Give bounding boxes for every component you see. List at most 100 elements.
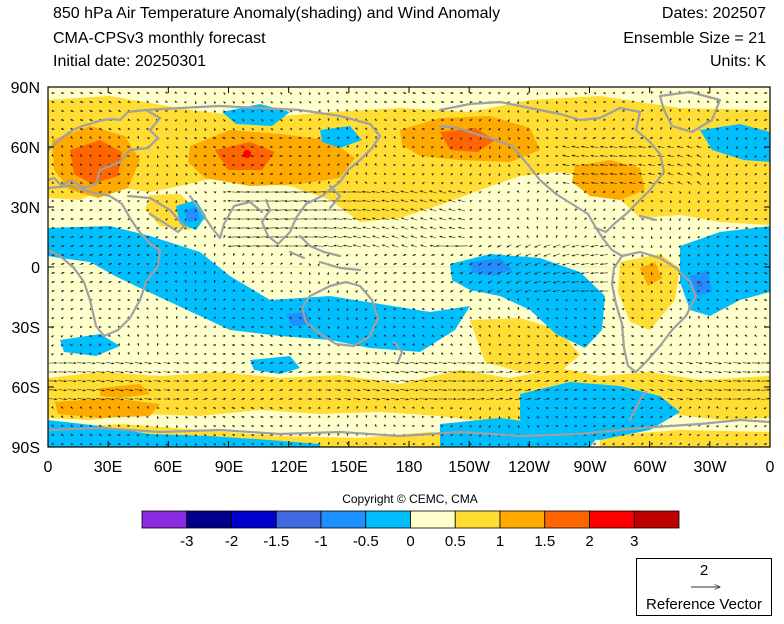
lon-label-30w: 30W (694, 459, 728, 476)
wind-vector (127, 118, 131, 121)
wind-vector (488, 110, 492, 113)
wind-vector (270, 128, 274, 131)
wind-vector (641, 109, 644, 112)
units-label: Units: K (709, 53, 766, 70)
wind-vector (60, 100, 65, 103)
wind-vector (620, 136, 625, 139)
wind-vector (317, 136, 321, 139)
colorbar-box-10 (544, 510, 590, 529)
wind-vector (51, 109, 55, 112)
wind-vector (146, 91, 150, 94)
lat-label-30s: 30S (12, 320, 40, 337)
wind-vector (478, 128, 482, 131)
wind-vector (98, 100, 103, 103)
wind-vector (250, 146, 255, 149)
colorbar-box-6 (365, 510, 411, 529)
map-title: 850 hPa Air Temperature Anomaly(shading)… (53, 5, 501, 22)
wind-vector (516, 119, 520, 123)
wind-vector (650, 127, 654, 130)
wind-vector (384, 118, 387, 121)
wind-vector (431, 91, 436, 94)
wind-vector (763, 137, 767, 140)
wind-vector (98, 109, 103, 112)
wind-vector (478, 119, 482, 122)
wind-vector (687, 109, 691, 112)
wind-vector (716, 91, 720, 94)
wind-vector (108, 100, 112, 103)
wind-vector (89, 127, 93, 130)
wind-vector (384, 109, 387, 112)
wind-vector (175, 146, 179, 149)
wind-vector (688, 136, 692, 139)
wind-vector (660, 117, 663, 121)
wind-vector (165, 91, 168, 94)
reference-vector-value: 2 (699, 562, 709, 579)
wind-vector (735, 128, 739, 131)
wind-vector (364, 127, 368, 130)
wind-vector (240, 137, 245, 140)
wind-vector (98, 135, 102, 139)
wind-vector (194, 110, 198, 114)
wind-vector (213, 110, 217, 114)
wind-vector (251, 110, 255, 113)
wind-vector (70, 136, 73, 139)
wind-vector (346, 145, 350, 148)
wind-vector (60, 127, 65, 130)
wind-vector (364, 109, 368, 112)
wind-vector (612, 118, 616, 121)
wind-vector (280, 101, 283, 104)
wind-vector (630, 136, 635, 139)
wind-vector (650, 118, 654, 121)
wind-vector (117, 135, 121, 139)
wind-vector (318, 118, 322, 121)
strong-warm-anomaly-areas (52, 116, 662, 418)
wind-vector (79, 100, 84, 103)
wind-vector (251, 92, 255, 95)
wind-vector (326, 100, 330, 103)
wind-vector (402, 91, 407, 94)
wind-vector (440, 100, 445, 103)
wind-vector (260, 119, 264, 122)
wind-vector (155, 91, 159, 94)
wind-vector (393, 109, 397, 112)
colorbar-box-4 (275, 510, 322, 529)
wind-vector (565, 119, 568, 122)
forecast-dates-label: Dates: 202507 (661, 5, 766, 22)
wind-vector (459, 137, 463, 141)
wind-vector (546, 128, 549, 131)
wind-vector (289, 92, 293, 96)
wind-vector (555, 91, 559, 95)
warm-anomaly-south-pacific (470, 318, 580, 372)
wind-vector (497, 92, 501, 95)
wind-vector (70, 91, 75, 94)
wind-vector (678, 136, 682, 139)
wind-vector (175, 137, 179, 140)
wind-vector (641, 91, 644, 94)
wind-vector (469, 110, 473, 113)
wind-vector (460, 119, 464, 122)
wind-vector (450, 91, 454, 94)
colorbar-tick-label: 0 (406, 533, 414, 550)
colorbar-tick-label: -3 (180, 533, 193, 550)
wind-vector (117, 100, 122, 103)
ensemble-size-label: Ensemble Size = 21 (623, 30, 766, 47)
wind-vector (659, 136, 663, 139)
wind-vector (164, 128, 168, 131)
strong-warm-indian-ocean (100, 384, 150, 398)
wind-vector (136, 100, 140, 103)
wind-vector (194, 119, 198, 123)
wind-vector (223, 110, 226, 113)
wind-vector (631, 91, 635, 94)
lon-label-60w: 60W (634, 459, 668, 476)
wind-vector (402, 100, 407, 103)
wind-vector (127, 91, 131, 94)
colorbar-box-3 (231, 510, 277, 529)
wind-vector (393, 127, 397, 130)
warm-anomaly-band-nh (48, 96, 770, 225)
wind-vector (393, 136, 396, 139)
wind-vector (318, 126, 321, 130)
wind-vector (231, 137, 236, 140)
wind-vector (213, 101, 217, 105)
wind-vector (79, 118, 84, 121)
wind-vector (584, 92, 587, 95)
